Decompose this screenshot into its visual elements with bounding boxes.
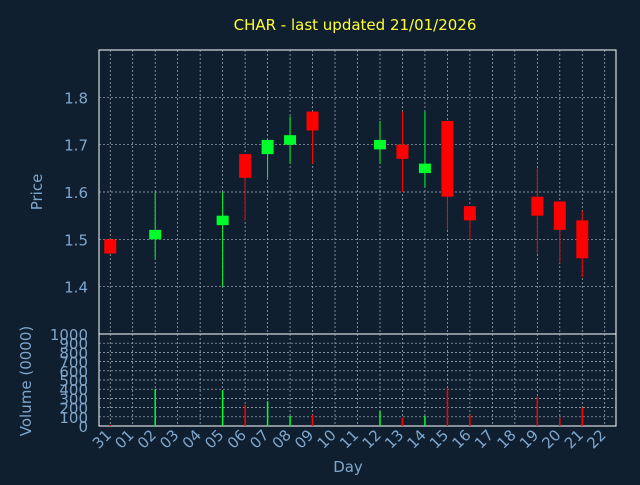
candle-body <box>553 201 566 230</box>
candle-body <box>216 215 229 226</box>
volume-bar <box>289 415 291 426</box>
candle-body <box>396 144 409 159</box>
candle-body <box>418 163 431 174</box>
candle-body <box>576 220 589 259</box>
price-candle <box>239 154 252 221</box>
candle-body <box>306 111 319 131</box>
price-candle <box>441 121 454 230</box>
volume-y-tick-label: 700 <box>59 354 88 372</box>
price-candle <box>418 111 431 188</box>
price-y-axis-label: Price <box>28 174 46 211</box>
price-candle <box>216 192 229 287</box>
candle-body <box>149 229 162 240</box>
volume-bar <box>446 388 449 426</box>
price-candle <box>284 116 297 164</box>
price-y-tick-labels: 1.4 1.5 1.6 1.7 1.8 <box>64 89 88 296</box>
candle-body <box>239 154 252 178</box>
volume-bar <box>424 415 426 426</box>
volume-bar <box>221 390 224 426</box>
volume-bar <box>536 396 539 426</box>
price-candle <box>306 111 319 164</box>
volume-y-axis-label: Volume (0000) <box>17 326 35 436</box>
volume-bar <box>244 404 246 426</box>
candle-body <box>284 135 297 145</box>
volume-bars <box>109 388 584 426</box>
x-axis-label: Day <box>333 458 363 476</box>
volume-bar <box>266 401 269 426</box>
volume-y-tick-label: 900 <box>59 335 88 353</box>
chart-title: CHAR - last updated 21/01/2026 <box>234 16 477 34</box>
price-candles <box>104 111 589 287</box>
candle-body <box>373 139 386 150</box>
volume-bar <box>559 417 561 426</box>
price-y-tick-label: 1.4 <box>64 279 88 297</box>
volume-bar <box>379 411 381 426</box>
price-candle <box>553 201 566 263</box>
volume-bar <box>401 417 404 426</box>
price-candle <box>396 111 409 192</box>
price-candle <box>463 206 476 240</box>
price-panel: 1.4 1.5 1.6 1.7 1.8 Price <box>28 49 617 335</box>
volume-y-tick-label: 300 <box>59 390 88 408</box>
candle-body <box>463 206 476 221</box>
price-y-tick-label: 1.6 <box>64 184 88 202</box>
price-candle <box>261 139 274 178</box>
candle-body <box>261 139 274 155</box>
volume-y-tick-label: 500 <box>59 372 88 390</box>
volume-y-tick-label: 400 <box>59 381 88 399</box>
x-tick-labels: 3101020304050607080910111213141516171819… <box>89 426 610 452</box>
price-candle <box>149 192 162 259</box>
volume-bar <box>109 425 111 426</box>
volume-y-tick-label: 0 <box>78 418 88 436</box>
candle-body <box>441 121 454 197</box>
volume-bar <box>581 407 584 426</box>
price-candle <box>531 168 544 254</box>
volume-bar <box>469 414 471 426</box>
price-candle <box>373 121 386 164</box>
candle-body <box>104 239 117 254</box>
price-y-tick-label: 1.5 <box>64 231 88 249</box>
volume-y-tick-label: 200 <box>59 400 88 418</box>
volume-y-tick-label: 800 <box>59 344 88 362</box>
volume-bar <box>311 414 314 426</box>
volume-y-tick-label: 100 <box>59 409 88 427</box>
volume-y-tick-label: 600 <box>59 363 88 381</box>
price-y-tick-label: 1.8 <box>64 89 88 107</box>
candle-body <box>531 196 544 216</box>
price-candle <box>576 210 589 278</box>
volume-y-tick-label: 1000 <box>50 326 88 344</box>
price-y-tick-label: 1.7 <box>64 137 88 155</box>
volume-bar <box>154 389 156 426</box>
price-candle <box>104 239 117 254</box>
